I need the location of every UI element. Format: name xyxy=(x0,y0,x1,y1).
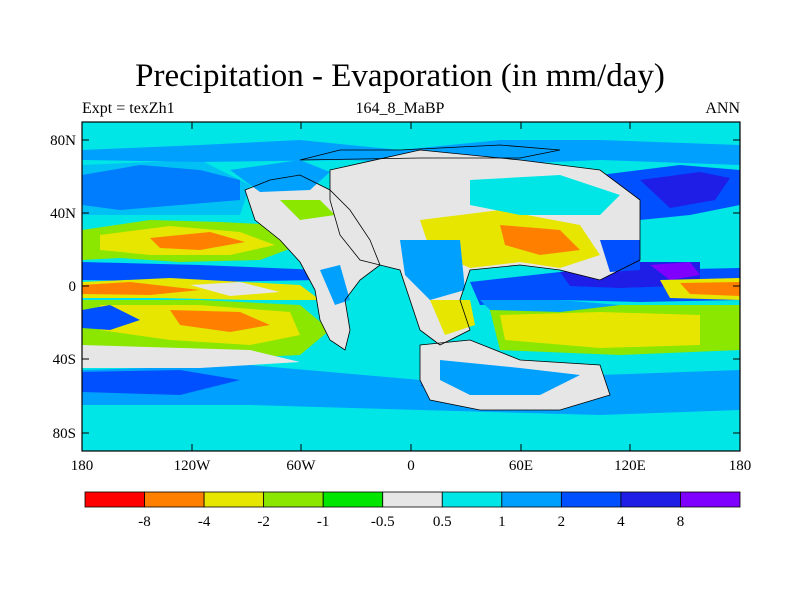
colorbar-swatch xyxy=(84,491,145,508)
colorbar-label: -0.5 xyxy=(371,514,395,530)
x-tick-label: 0 xyxy=(407,458,415,474)
colorbar-swatch xyxy=(144,491,205,508)
colorbar-swatch xyxy=(501,491,562,508)
colorbar-label: 1 xyxy=(498,514,506,530)
colorbar-label: -1 xyxy=(317,514,330,530)
y-tick-label: 80S xyxy=(53,426,76,442)
colorbar-label: 8 xyxy=(677,514,685,530)
colorbar-label: -8 xyxy=(138,514,151,530)
axis-ticks xyxy=(81,122,741,451)
x-tick-label: 120E xyxy=(614,458,646,474)
x-tick-label: 60E xyxy=(509,458,533,474)
colorbar xyxy=(84,491,741,508)
map-field xyxy=(82,122,740,451)
colorbar-label: -4 xyxy=(198,514,211,530)
y-tick-label: 40N xyxy=(50,206,76,222)
colorbar-label: 2 xyxy=(558,514,566,530)
y-tick-label: 0 xyxy=(69,279,77,295)
colorbar-labels: -8 -4 -2 -1 -0.5 0.5 1 2 4 8 xyxy=(138,514,684,530)
x-tick-label: 180 xyxy=(729,458,752,474)
x-tick-label: 180 xyxy=(71,458,94,474)
colorbar-swatch xyxy=(203,491,265,508)
y-tick-label: 80N xyxy=(50,133,76,149)
colorbar-swatch xyxy=(263,491,324,508)
x-tick-label: 60W xyxy=(286,458,316,474)
colorbar-swatch xyxy=(441,491,503,508)
y-axis-labels: 80N 40N 0 40S 80S xyxy=(50,133,76,442)
colorbar-swatch xyxy=(322,491,384,508)
colorbar-label: -2 xyxy=(257,514,270,530)
colorbar-swatch xyxy=(680,491,741,508)
colorbar-swatch xyxy=(382,491,443,508)
colorbar-label: 0.5 xyxy=(433,514,452,530)
colorbar-swatch xyxy=(560,491,622,508)
colorbar-label: 4 xyxy=(617,514,625,530)
y-tick-label: 40S xyxy=(53,352,76,368)
map-title: Precipitation - Evaporation (in mm/day) xyxy=(135,58,665,94)
colorbar-swatch xyxy=(620,491,681,508)
x-axis-labels: 180 120W 60W 0 60E 120E 180 xyxy=(71,458,752,474)
experiment-label: Expt = texZh1 xyxy=(82,100,175,117)
period-label: 164_8_MaBP xyxy=(355,100,445,117)
x-tick-label: 120W xyxy=(174,458,212,474)
season-label: ANN xyxy=(705,100,740,117)
